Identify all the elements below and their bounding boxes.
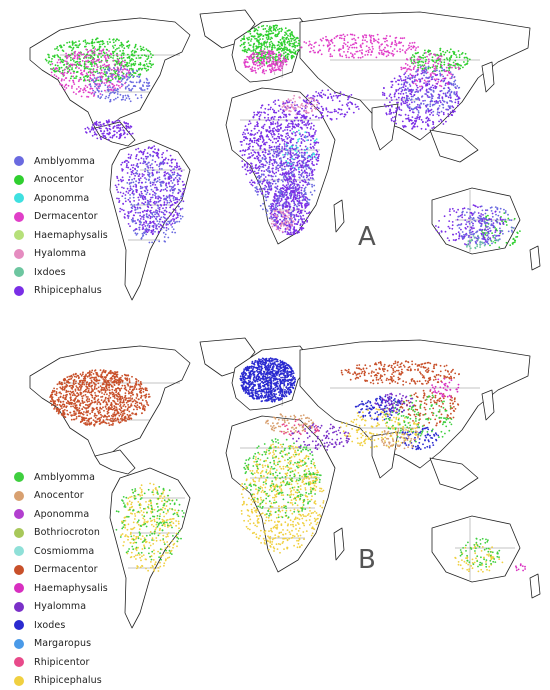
legend-label: Amblyomma — [34, 156, 95, 167]
legend-label: Dermacentor — [34, 211, 98, 222]
legend-a: Amblyomma Anocentor Aponomma Dermacentor Hae… — [14, 152, 108, 300]
legend-label: Dermacentor — [34, 564, 98, 575]
legend-swatch — [14, 286, 24, 296]
legend-item: Haemaphysalis — [14, 579, 108, 598]
landmass-india — [372, 432, 398, 478]
legend-swatch — [14, 249, 24, 259]
legend-item: Hyalomma — [14, 245, 108, 264]
landmass-southeast-asia — [430, 130, 478, 162]
legend-label: Ixodes — [34, 620, 65, 631]
legend-swatch — [14, 639, 24, 649]
legend-item: Haemaphysalis — [14, 226, 108, 245]
landmass-southeast-asia — [430, 458, 478, 490]
legend-label: Rhipicentor — [34, 657, 90, 668]
legend-label: Rhipicephalus — [34, 285, 102, 296]
legend-item: Dermacentor — [14, 208, 108, 227]
landmass-new-zealand — [530, 246, 540, 270]
legend-swatch — [14, 267, 24, 277]
legend-item: Amblyomma — [14, 468, 108, 487]
legend-swatch — [14, 212, 24, 222]
legend-swatch — [14, 472, 24, 482]
legend-label: Hyalomma — [34, 601, 86, 612]
legend-label: Amblyomma — [34, 472, 95, 483]
legend-label: Haemaphysalis — [34, 583, 108, 594]
map-panel-b: Amblyomma Anocentor Aponomma Bothriocroton C… — [0, 328, 550, 656]
legend-label: Aponomma — [34, 509, 89, 520]
landmass-india — [372, 104, 398, 150]
legend-label: Ixdoes — [34, 267, 66, 278]
legend-label: Cosmiomma — [34, 546, 94, 557]
legend-label: Anocentor — [34, 490, 84, 501]
legend-label: Anocentor — [34, 174, 84, 185]
legend-swatch — [14, 602, 24, 612]
legend-swatch — [14, 583, 24, 593]
legend-swatch — [14, 620, 24, 630]
legend-swatch — [14, 509, 24, 519]
legend-label: Margaropus — [34, 638, 91, 649]
legend-swatch — [14, 546, 24, 556]
landmass-japan — [482, 62, 494, 92]
legend-item: Aponomma — [14, 505, 108, 524]
legend-label: Bothriocroton — [34, 527, 100, 538]
legend-label: Haemaphysalis — [34, 230, 108, 241]
legend-item: Ixdoes — [14, 263, 108, 282]
legend-item: Aponomma — [14, 189, 108, 208]
panel-label-a: A — [358, 222, 376, 252]
landmass-asia — [300, 340, 530, 468]
legend-item: Dermacentor — [14, 561, 108, 580]
legend-item: Cosmiomma — [14, 542, 108, 561]
legend-item: Amblyomma — [14, 152, 108, 171]
legend-item: Anocentor — [14, 171, 108, 190]
legend-swatch — [14, 565, 24, 575]
panel-label-b: B — [358, 545, 376, 575]
map-panel-a: Amblyomma Anocentor Aponomma Dermacentor Hae… — [0, 0, 550, 328]
landmass-madagascar — [334, 200, 344, 232]
legend-item: Ixodes — [14, 616, 108, 635]
legend-label: Aponomma — [34, 193, 89, 204]
legend-label: Hyalomma — [34, 248, 86, 259]
legend-item: Rhipicephalus — [14, 672, 108, 690]
landmass-south-america — [110, 468, 190, 628]
legend-item: Anocentor — [14, 487, 108, 506]
legend-label: Rhipicephalus — [34, 675, 102, 686]
legend-item: Hyalomma — [14, 598, 108, 617]
landmass-new-zealand — [530, 574, 540, 598]
legend-swatch — [14, 528, 24, 538]
legend-item: Bothriocroton — [14, 524, 108, 543]
landmass-japan — [482, 390, 494, 420]
legend-swatch — [14, 230, 24, 240]
legend-swatch — [14, 676, 24, 686]
legend-swatch — [14, 657, 24, 667]
legend-swatch — [14, 193, 24, 203]
landmass-madagascar — [334, 528, 344, 560]
landmass-south-america — [110, 140, 190, 300]
legend-swatch — [14, 175, 24, 185]
legend-b: Amblyomma Anocentor Aponomma Bothriocroton C… — [14, 468, 108, 690]
legend-item: Rhipicephalus — [14, 282, 108, 301]
legend-swatch — [14, 156, 24, 166]
legend-swatch — [14, 491, 24, 501]
legend-item: Margaropus — [14, 635, 108, 654]
